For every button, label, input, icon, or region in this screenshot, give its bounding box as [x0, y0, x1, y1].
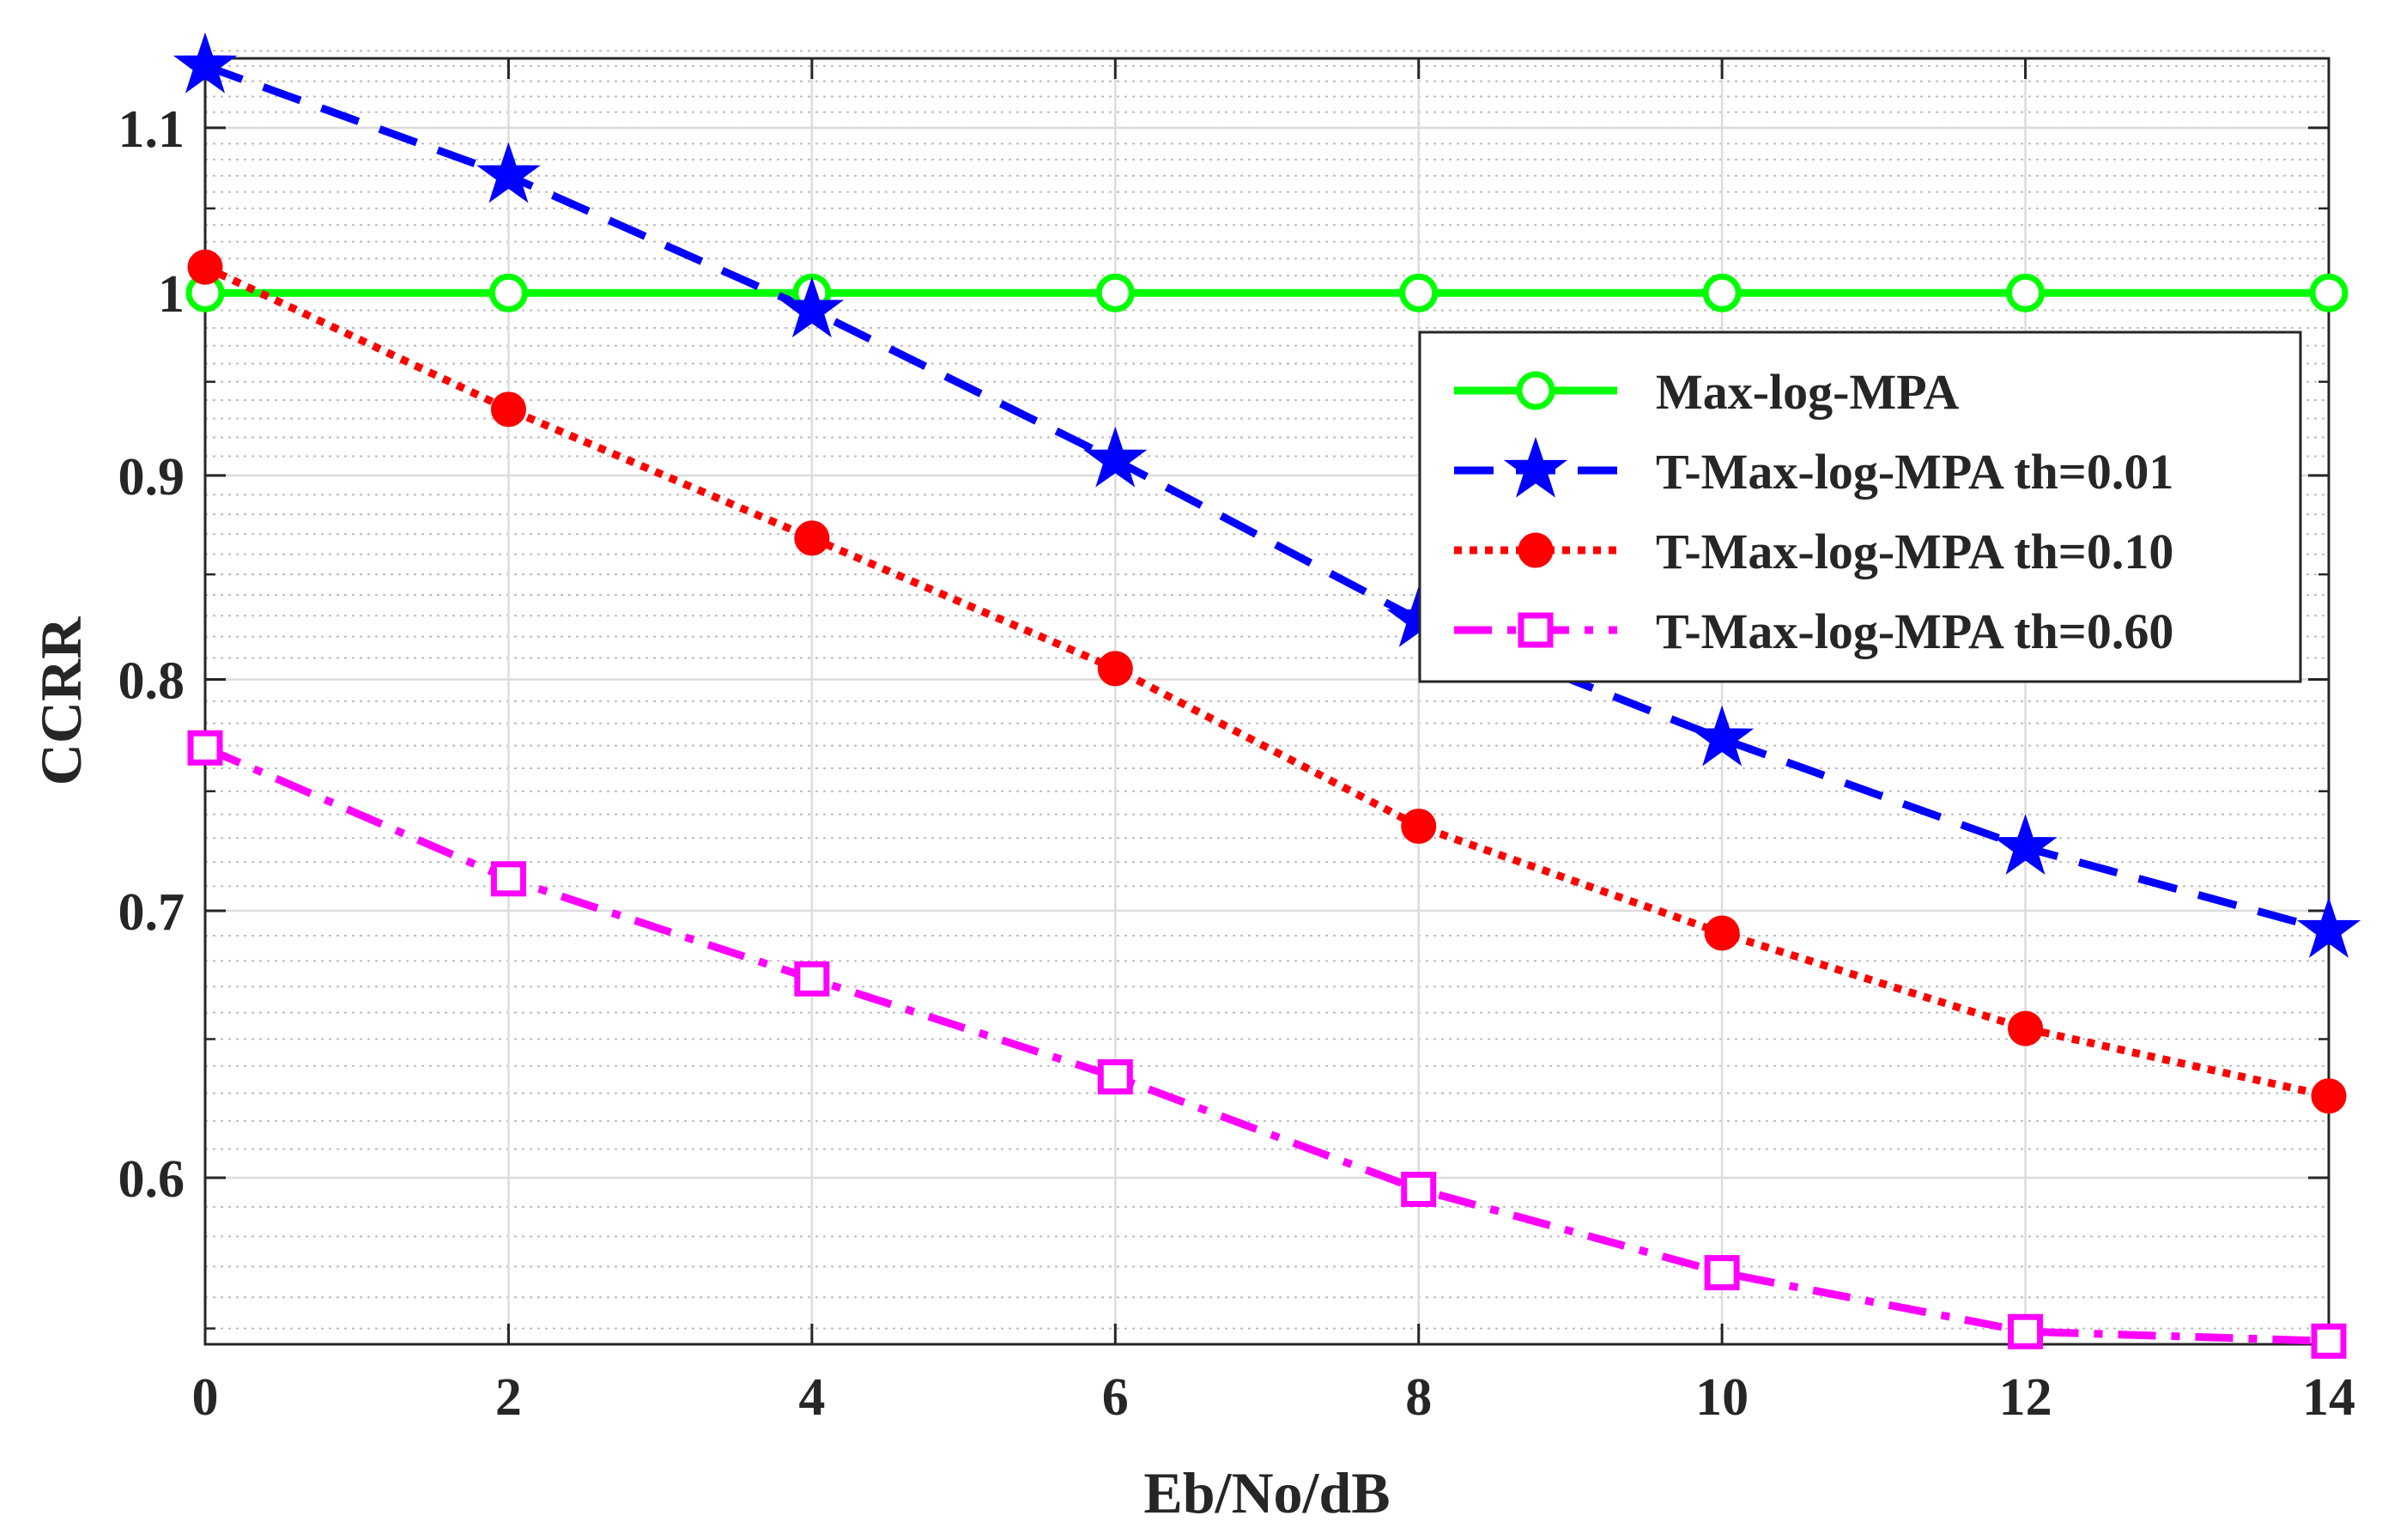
y-tick-label: 0.8: [118, 652, 185, 710]
series-3-point: [187, 249, 223, 285]
y-tick-label: 0.9: [118, 448, 185, 506]
x-tick-label: 0: [192, 1368, 219, 1427]
series-2-point: [173, 32, 238, 94]
series-3-point: [1401, 808, 1437, 844]
series-markers: [173, 32, 2361, 1359]
series-2-point: [1993, 814, 2058, 876]
series-3-point: [490, 391, 526, 427]
x-tick-label: 2: [495, 1368, 522, 1427]
x-axis-label: Eb/No/dB: [1143, 1460, 1390, 1525]
y-tick-label: 1: [158, 265, 185, 324]
x-tick-label: 8: [1405, 1368, 1432, 1427]
series-2-point: [1689, 705, 1755, 767]
series-4-point: [187, 730, 223, 766]
series-line-4: [203, 744, 2330, 1345]
legend-marker-4: [1518, 612, 1554, 648]
x-tick-label: 10: [1695, 1368, 1749, 1427]
series-4-point: [1704, 1255, 1740, 1291]
x-tick-label: 4: [798, 1368, 825, 1427]
legend: Max-log-MPA T-Max-log-MPA th=0.01 T-Max-lo…: [1418, 330, 2302, 683]
series-line-3: [203, 264, 2330, 1100]
series-1-point: [2309, 273, 2349, 312]
series-3-point: [2311, 1078, 2347, 1114]
series-line-2: [203, 62, 2330, 935]
legend-label-2: T-Max-log-MPA th=0.01: [1656, 444, 2173, 500]
series-4-point: [794, 961, 830, 997]
series-1-point: [488, 273, 528, 312]
y-tick-label: 0.6: [118, 1150, 185, 1209]
series-4-point: [2008, 1313, 2044, 1349]
series-4-point: [1401, 1171, 1437, 1207]
legend-label-4: T-Max-log-MPA th=0.60: [1656, 603, 2173, 659]
x-tick-label: 12: [1999, 1368, 2052, 1427]
x-tick-label: 6: [1102, 1368, 1129, 1427]
legend-marker-2: [1503, 436, 1568, 498]
x-tick-label: 14: [2302, 1368, 2355, 1427]
y-axis-label: CCRR: [28, 616, 94, 785]
series-3-point: [1704, 915, 1740, 951]
series-1-point: [1095, 273, 1135, 312]
series-4-point: [1097, 1058, 1133, 1094]
legend-marker-1: [1516, 371, 1555, 410]
legend-label-1: Max-log-MPA: [1656, 364, 1959, 420]
y-tick-label: 0.7: [118, 883, 185, 942]
series-lines: [203, 62, 2330, 1345]
series-2-point: [1082, 426, 1148, 488]
series-2-point: [2296, 896, 2361, 958]
series-3-point: [2008, 1010, 2044, 1046]
series-4-point: [490, 861, 526, 897]
series-2-point: [476, 142, 541, 203]
plot-area-frame: [203, 57, 2330, 1346]
series-2-point: [779, 276, 845, 338]
legend-marker-3: [1518, 532, 1554, 568]
series-1-point: [2006, 273, 2046, 312]
series-3-point: [794, 520, 830, 556]
series-1-point: [1399, 273, 1439, 312]
axis-ticks: 0 2 4 6 8 10 12 14 0.6 0.7 0.8 0.9 1 1.1: [118, 58, 2355, 1427]
series-1-point: [1702, 273, 1742, 312]
series-3-point: [1097, 651, 1133, 687]
series-4-point: [2311, 1323, 2347, 1359]
legend-label-3: T-Max-log-MPA th=0.10: [1656, 524, 2173, 579]
y-tick-label: 1.1: [118, 100, 185, 159]
